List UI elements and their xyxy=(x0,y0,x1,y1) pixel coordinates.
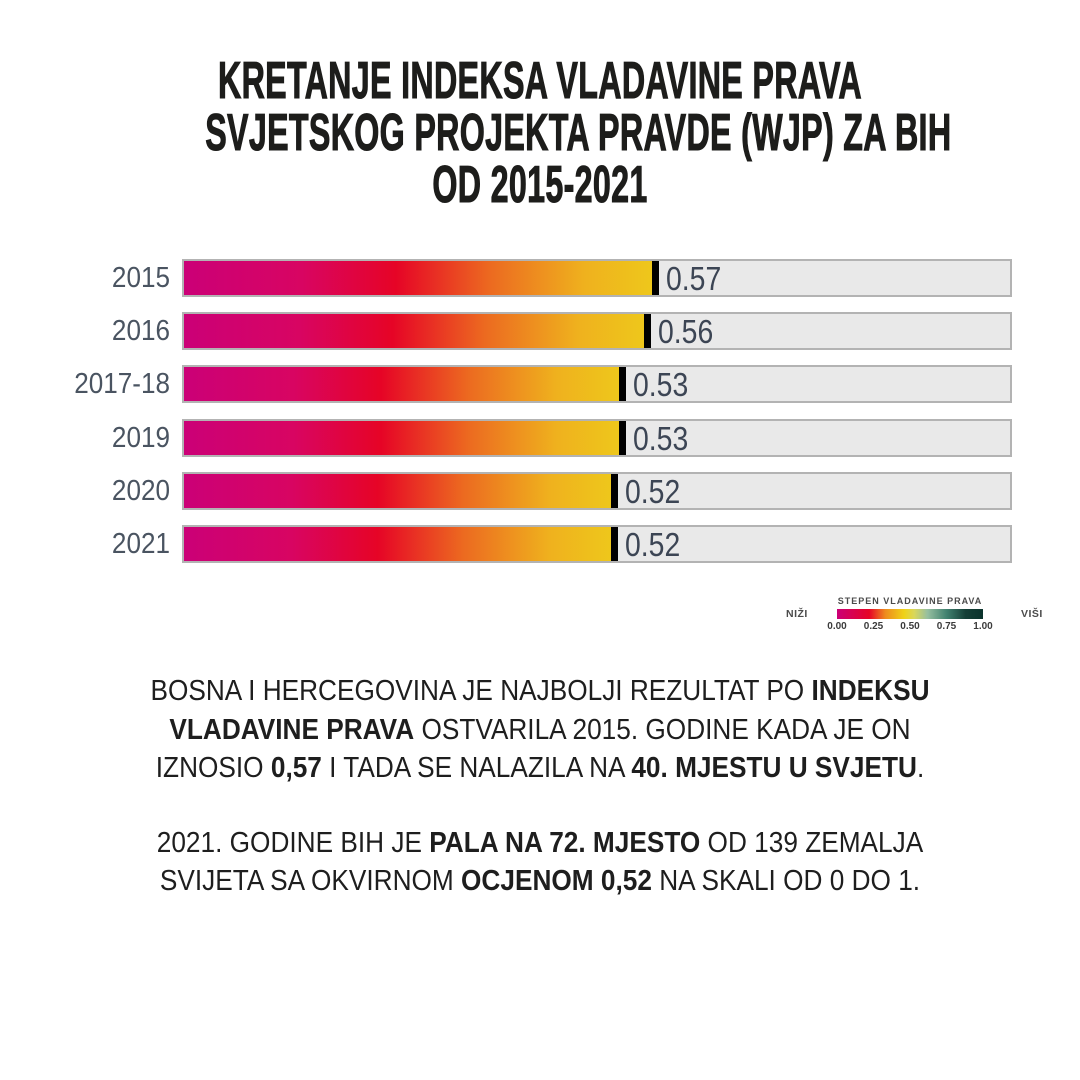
bar-track: 0.53 xyxy=(182,365,1012,403)
bar-fill xyxy=(184,367,622,401)
bar-category-label: 2020 xyxy=(111,475,170,507)
paragraph-bold-segment: INDEKSU VLADAVINE PRAVA xyxy=(169,675,930,746)
bar-track: 0.52 xyxy=(182,472,1012,510)
legend-tick: 0.00 xyxy=(827,621,847,632)
bar-category-label: 2019 xyxy=(111,422,170,454)
paragraph-segment: . xyxy=(916,752,925,784)
bar-category-label: 2017-18 xyxy=(74,368,170,400)
legend-gradient-bar xyxy=(837,609,983,619)
title-line: KRETANJE INDEKSA VLADAVINE PRAVA xyxy=(217,52,863,110)
bar-fill xyxy=(184,421,622,455)
bar-fill xyxy=(184,527,614,561)
color-scale-legend: STEPEN VLADAVINE PRAVA NIŽI 0.00 0.25 0.50… xyxy=(786,596,1042,640)
bar-value-marker xyxy=(651,261,659,295)
body-text: BOSNA I HERCEGOVINA JE NAJBOLJI REZULTAT… xyxy=(144,672,935,901)
rule-of-law-bar-chart: 2015 0.57 2016 0.56 2017-18 0.53 2019 0.53 2020 0… xyxy=(0,259,1080,563)
bar-value-marker xyxy=(618,421,626,455)
bar-track: 0.53 xyxy=(182,419,1012,457)
bar-row: 2015 0.57 xyxy=(0,259,1080,297)
title-line: OD 2015-2021 xyxy=(432,156,648,214)
paragraph-segment: 2021. GODINE BIH JE xyxy=(156,826,430,859)
bar-row: 2020 0.52 xyxy=(0,472,1080,510)
bar-track: 0.56 xyxy=(182,312,1012,350)
legend-tick: 1.00 xyxy=(973,621,993,632)
bar-fill xyxy=(184,261,655,295)
bar-track: 0.57 xyxy=(182,259,1012,297)
legend-tick: 0.25 xyxy=(863,621,884,632)
paragraph-bold-segment: 0,57 xyxy=(270,752,322,784)
legend-high-label: VIŠI xyxy=(1021,608,1043,620)
paragraph-bold-segment: PALA NA 72. MJESTO xyxy=(429,826,701,859)
bar-value-label: 0.52 xyxy=(624,526,680,563)
bar-row: 2019 0.53 xyxy=(0,419,1080,457)
bar-value-label: 0.53 xyxy=(632,366,689,403)
bar-value-marker xyxy=(610,527,618,561)
page-title: KRETANJE INDEKSA VLADAVINE PRAVA SVJETSKO… xyxy=(0,52,1080,214)
paragraph-segment: BOSNA I HERCEGOVINA JE NAJBOLJI REZULTAT… xyxy=(150,675,812,707)
bar-value-marker xyxy=(643,314,651,348)
bar-row: 2017-18 0.53 xyxy=(0,365,1080,403)
paragraph-segment: OD 139 ZEMALJA SVIJETA SA OKVIRNOM xyxy=(159,826,924,898)
paragraph-segment: I TADA SE NALAZILA NA xyxy=(321,752,632,784)
paragraph-segment: NA SKALI OD 0 DO 1. xyxy=(651,865,921,897)
bar-row: 2021 0.52 xyxy=(0,525,1080,563)
bar-fill xyxy=(184,474,614,508)
bar-value-label: 0.57 xyxy=(665,260,722,297)
paragraph: BOSNA I HERCEGOVINA JE NAJBOLJI REZULTAT… xyxy=(144,672,935,788)
legend-low-label: NIŽI xyxy=(786,608,808,620)
paragraph-bold-segment: 40. MJESTU U SVJETU xyxy=(631,752,917,784)
legend-tick: 0.50 xyxy=(900,621,920,632)
title-line: SVJETSKOG PROJEKTA PRAVDE (WJP) ZA BIH xyxy=(205,104,952,162)
legend-tick: 0.75 xyxy=(936,621,957,632)
bar-track: 0.52 xyxy=(182,525,1012,563)
bar-value-label: 0.56 xyxy=(657,313,713,350)
bar-fill xyxy=(184,314,647,348)
bar-value-label: 0.53 xyxy=(632,420,689,457)
paragraph-bold-segment: OCJENOM 0,52 xyxy=(461,865,652,897)
paragraph-segment: OSTVARILA 2015. GODINE KADA JE ON IZNOSI… xyxy=(155,713,911,785)
bar-category-label: 2021 xyxy=(111,528,170,560)
bar-value-label: 0.52 xyxy=(624,473,680,510)
bar-row: 2016 0.56 xyxy=(0,312,1080,350)
bar-value-marker xyxy=(610,474,618,508)
legend-tick-labels: 0.00 0.25 0.50 0.75 1.00 xyxy=(827,621,992,633)
bar-value-marker xyxy=(618,367,626,401)
paragraph: 2021. GODINE BIH JE PALA NA 72. MJESTO O… xyxy=(144,824,935,901)
bar-category-label: 2015 xyxy=(111,262,170,294)
legend-title: STEPEN VLADAVINE PRAVA xyxy=(837,596,983,606)
bar-category-label: 2016 xyxy=(111,315,170,347)
